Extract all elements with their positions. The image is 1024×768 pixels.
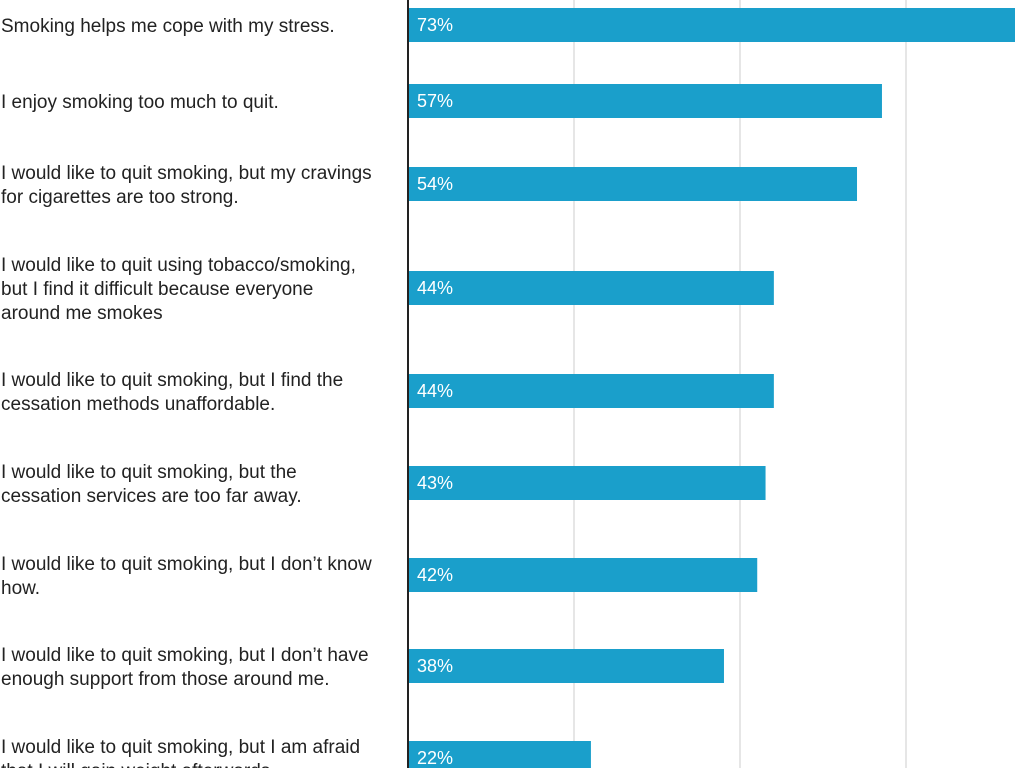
category-label-2: I enjoy smoking too much to quit. <box>1 92 279 113</box>
bar-9 <box>408 741 591 768</box>
value-label-7: 42% <box>417 565 453 585</box>
value-label-1: 73% <box>417 15 453 35</box>
category-label-8: I would like to quit smoking, but I don’… <box>1 645 369 690</box>
value-label-4: 44% <box>417 278 453 298</box>
bar-2 <box>408 84 882 118</box>
bar-4 <box>408 271 774 305</box>
value-label-5: 44% <box>417 381 453 401</box>
category-label-1: Smoking helps me cope with my stress. <box>1 16 335 37</box>
bar-5 <box>408 374 774 408</box>
value-label-9: 22% <box>417 748 453 768</box>
bar-8 <box>408 649 724 683</box>
value-label-6: 43% <box>417 473 453 493</box>
category-label-9: I would like to quit smoking, but I am a… <box>1 737 360 768</box>
category-label-6: I would like to quit smoking, but the ces… <box>1 462 302 507</box>
bar-7 <box>408 558 758 592</box>
category-label-3: I would like to quit smoking, but my cra… <box>1 163 372 208</box>
value-label-2: 57% <box>417 91 453 111</box>
category-label-5: I would like to quit smoking, but I find… <box>1 370 343 415</box>
bars <box>408 8 1015 768</box>
value-label-3: 54% <box>417 174 453 194</box>
bar-6 <box>408 466 766 500</box>
value-label-8: 38% <box>417 656 453 676</box>
category-label-4: I would like to quit using tobacco/smoki… <box>1 255 356 324</box>
value-labels: 73% 57% 54% 44% 44% 43% 42% 38% 22% <box>417 15 453 768</box>
bar-1 <box>408 8 1015 42</box>
bar-3 <box>408 167 858 201</box>
category-labels: Smoking helps me cope with my stress. I e… <box>1 16 372 768</box>
category-label-7: I would like to quit smoking, but I don’… <box>1 554 372 599</box>
